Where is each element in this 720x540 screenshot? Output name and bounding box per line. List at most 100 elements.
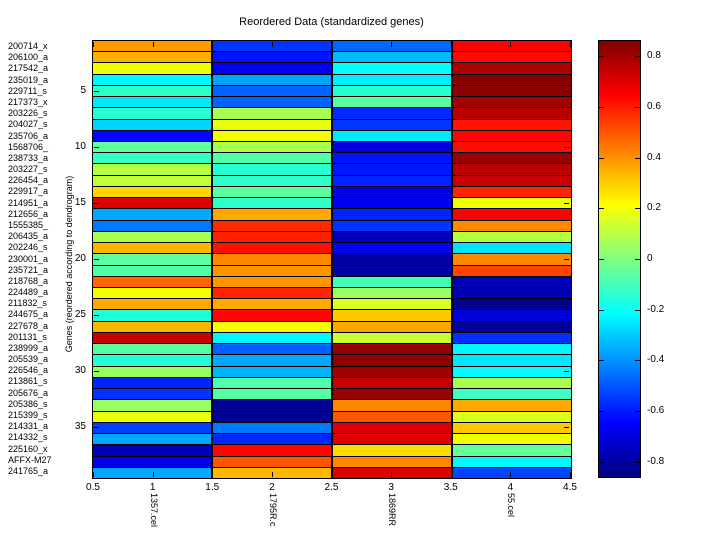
heatmap-cell bbox=[453, 97, 571, 108]
gene-label: 230001_a bbox=[8, 253, 49, 264]
heatmap-cell bbox=[93, 141, 211, 153]
axis-tick-mark bbox=[93, 472, 94, 477]
heatmap-cell bbox=[333, 411, 451, 422]
x-tick-label: 3.5 bbox=[443, 482, 458, 493]
gene-label: 206435_a bbox=[8, 231, 49, 242]
heatmap-cell bbox=[453, 164, 571, 175]
axis-tick-mark bbox=[599, 56, 604, 58]
x-tick-label: 4 bbox=[507, 482, 514, 493]
heatmap-cell bbox=[93, 198, 211, 209]
axis-tick-mark bbox=[599, 106, 604, 108]
axis-tick-mark bbox=[564, 259, 569, 260]
axis-tick-mark bbox=[599, 259, 604, 260]
gene-label: 215399_s bbox=[8, 410, 48, 420]
heatmap-cell bbox=[213, 119, 331, 130]
heatmap-cell bbox=[93, 153, 211, 164]
heatmap-cell bbox=[453, 63, 571, 74]
sample-label: 1869RR bbox=[387, 493, 398, 527]
heatmap-cell bbox=[213, 400, 331, 411]
gene-label: 1555385_ bbox=[8, 219, 49, 230]
heatmap-grid bbox=[93, 41, 571, 478]
heatmap-cell bbox=[453, 198, 571, 209]
heatmap-cell bbox=[453, 377, 571, 389]
heatmap-cell bbox=[213, 130, 331, 141]
gene-label: 205386_s bbox=[8, 398, 48, 409]
y-tick-label: 35 bbox=[74, 420, 86, 432]
y-tick-label: 20 bbox=[74, 253, 86, 264]
heatmap-cell bbox=[93, 344, 211, 355]
heatmap-cell bbox=[93, 411, 211, 422]
heatmap-cell bbox=[453, 209, 571, 220]
colorbar-tick-label: -0.8 bbox=[647, 455, 665, 467]
colorbar-tick-label: 0.4 bbox=[647, 151, 661, 163]
gene-label: 235721_a bbox=[8, 264, 49, 275]
heatmap-cell bbox=[453, 299, 571, 310]
heatmap-cell bbox=[453, 321, 571, 332]
heatmap-cell bbox=[213, 254, 331, 265]
axis-tick-mark bbox=[599, 208, 604, 210]
axis-tick-mark bbox=[635, 157, 640, 159]
heatmap-cell bbox=[453, 108, 571, 119]
gene-label: 225160_x bbox=[8, 443, 48, 454]
axis-tick-mark bbox=[635, 309, 640, 311]
axis-tick-mark bbox=[599, 309, 604, 311]
axis-tick-mark bbox=[331, 42, 333, 47]
heatmap-cell bbox=[333, 254, 451, 265]
heatmap-cell bbox=[93, 231, 211, 243]
heatmap-cell bbox=[453, 231, 571, 243]
heatmap-cell bbox=[453, 74, 571, 85]
heatmap-cell bbox=[213, 288, 331, 299]
heatmap-cell bbox=[453, 220, 571, 231]
gene-label: 235019_a bbox=[8, 74, 49, 85]
heatmap-cell bbox=[453, 355, 571, 366]
gene-label: 200714_x bbox=[8, 41, 48, 52]
x-tick-label: 0.5 bbox=[86, 482, 100, 493]
axis-tick-mark bbox=[564, 370, 569, 372]
axis-tick-mark bbox=[391, 42, 393, 47]
chart-title: Reordered Data (standardized genes) bbox=[239, 16, 424, 28]
heatmap-cell bbox=[213, 85, 331, 97]
heatmap-cell bbox=[213, 377, 331, 389]
heatmap-cell bbox=[333, 355, 451, 366]
heatmap-cell bbox=[93, 186, 211, 198]
colorbar-tick-label: 0.8 bbox=[647, 50, 661, 62]
axis-tick-mark bbox=[635, 208, 640, 210]
heatmap-cell bbox=[213, 355, 331, 366]
heatmap-cell bbox=[453, 366, 571, 377]
gene-label: 203227_s bbox=[8, 164, 48, 175]
axis-tick-mark bbox=[94, 259, 99, 260]
axis-tick-mark bbox=[212, 472, 214, 477]
heatmap-cell bbox=[213, 220, 331, 231]
heatmap-cell bbox=[213, 52, 331, 63]
gene-label: 244675_a bbox=[8, 309, 49, 320]
axis-tick-mark bbox=[271, 472, 273, 477]
heatmap-cell bbox=[333, 400, 451, 411]
heatmap-cell bbox=[93, 332, 211, 344]
heatmap-cell bbox=[333, 445, 451, 456]
heatmap-cell bbox=[93, 243, 211, 254]
axis-tick-mark bbox=[570, 472, 571, 477]
heatmap-cell bbox=[453, 141, 571, 153]
heatmap-cell bbox=[93, 445, 211, 456]
axis-tick-mark bbox=[93, 42, 94, 47]
heatmap-cell bbox=[93, 434, 211, 445]
gene-label: 229711_s bbox=[8, 85, 47, 96]
gene-label: 235706_a bbox=[8, 130, 49, 141]
heatmap-cell bbox=[333, 130, 451, 141]
heatmap-cell bbox=[333, 209, 451, 220]
heatmap-cell bbox=[93, 456, 211, 467]
axis-tick-mark bbox=[94, 426, 99, 428]
axis-tick-mark bbox=[212, 42, 214, 47]
sample-label: 1795R.c bbox=[267, 493, 278, 527]
axis-tick-mark bbox=[635, 259, 640, 260]
colorbar bbox=[598, 40, 641, 478]
colorbar-tick-label: 0.2 bbox=[647, 202, 661, 214]
gene-label: 227678_a bbox=[8, 320, 49, 331]
axis-tick-mark bbox=[94, 203, 99, 205]
heatmap-cell bbox=[213, 209, 331, 220]
axis-tick-mark bbox=[599, 461, 604, 463]
heatmap-cell bbox=[333, 220, 451, 231]
heatmap-cell bbox=[453, 400, 571, 411]
gene-label: 202246_s bbox=[8, 242, 48, 253]
